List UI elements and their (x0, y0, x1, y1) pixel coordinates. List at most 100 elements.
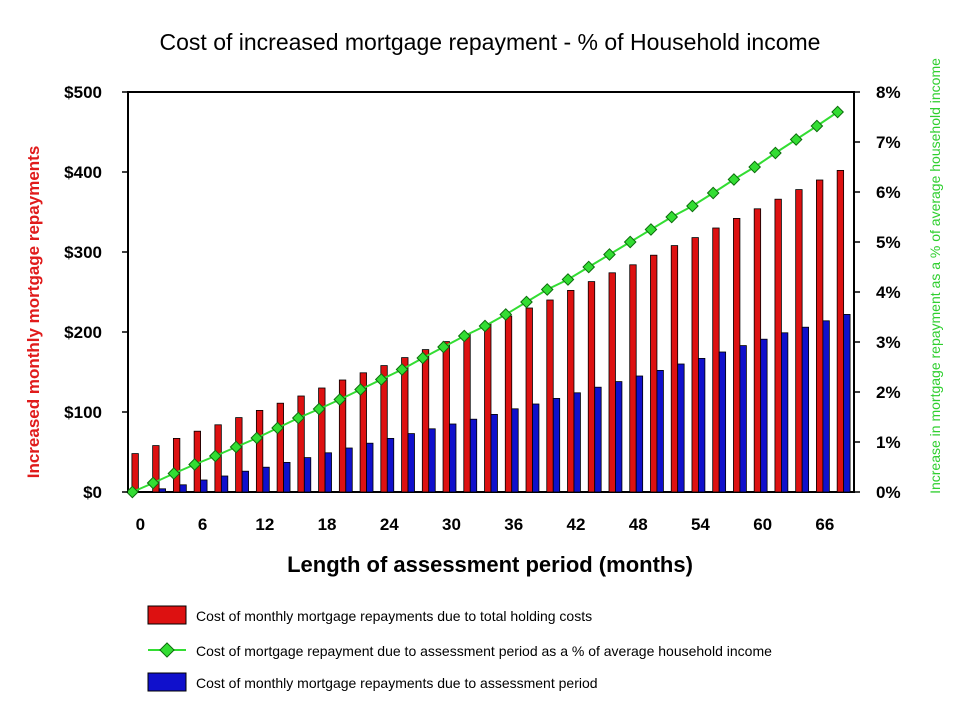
y-left-tick-label: $200 (64, 323, 102, 342)
marker-percent (312, 402, 326, 416)
bar-total-holding (836, 169, 845, 493)
marker-percent (208, 449, 222, 463)
y-right-tick-label: 8% (876, 83, 901, 102)
bar-total-holding (525, 307, 533, 493)
bar-total-holding (172, 437, 181, 493)
legend-swatch-red (147, 605, 187, 625)
bar-total-holding (670, 245, 679, 493)
bar-assessment (698, 357, 706, 493)
bar-assessment (656, 369, 664, 493)
series-assessment-bars (158, 313, 851, 493)
marker-percent (540, 283, 554, 296)
x-axis-label: Length of assessment period (months) (287, 552, 693, 577)
bar-assessment (739, 345, 747, 493)
bar-total-holding (733, 217, 741, 493)
marker-percent (395, 363, 409, 376)
marker-percent (126, 485, 139, 499)
bar-assessment (490, 413, 498, 493)
x-tick-label: 0 (136, 515, 145, 534)
y-right-tick-label: 5% (876, 233, 901, 252)
bar-total-holding (463, 333, 471, 493)
bar-assessment (594, 386, 602, 493)
bar-total-holding (235, 417, 243, 493)
bar-assessment (469, 418, 478, 493)
bar-assessment (843, 313, 851, 493)
marker-percent (582, 260, 596, 274)
bar-assessment (200, 479, 208, 493)
marker-percent (769, 146, 782, 160)
bar-total-holding (297, 395, 305, 493)
marker-percent (644, 223, 658, 236)
bar-total-holding (774, 198, 782, 493)
y-right-axis-label: Increase in mortgage repayment as a % of… (927, 58, 943, 494)
y-right-tick-label: 7% (876, 133, 901, 152)
x-tick-label: 12 (255, 515, 274, 534)
bar-total-holding (712, 227, 720, 493)
marker-percent (271, 421, 284, 435)
marker-percent (457, 329, 471, 343)
bar-total-holding (359, 372, 367, 493)
legend-label-red: Cost of monthly mortgage repayments due … (196, 608, 592, 624)
marker-percent (603, 248, 616, 261)
bar-total-holding (318, 387, 326, 493)
marker-percent (810, 119, 824, 133)
bar-assessment (158, 488, 166, 493)
y-right-tick-label: 6% (876, 183, 901, 202)
bar-assessment (220, 475, 229, 493)
legend-marker-green (159, 642, 175, 658)
bar-assessment (677, 363, 685, 493)
legend-swatch-blue (147, 672, 187, 692)
bar-assessment (386, 437, 395, 493)
bar-assessment (511, 408, 519, 493)
bar-assessment (615, 381, 623, 493)
bar-total-holding (442, 341, 450, 493)
bar-assessment (283, 461, 291, 493)
x-axis: 0 6 12 18 24 30 36 42 48 54 60 66 (136, 515, 835, 534)
marker-percent (789, 133, 803, 146)
marker-percent (665, 210, 679, 224)
bar-total-holding (546, 299, 554, 493)
bar-total-holding (504, 315, 513, 493)
legend-label-blue: Cost of monthly mortgage repayments due … (196, 675, 598, 691)
bar-total-holding (421, 349, 430, 493)
bar-assessment (345, 447, 353, 493)
marker-percent (146, 476, 160, 490)
marker-percent (706, 186, 720, 200)
x-tick-label: 36 (504, 515, 523, 534)
y-left-tick-label: $300 (64, 243, 102, 262)
bar-total-holding (691, 237, 699, 493)
x-tick-label: 18 (318, 515, 337, 534)
bar-total-holding (276, 402, 284, 493)
bar-assessment (407, 433, 415, 493)
marker-percent (354, 383, 367, 396)
bar-total-holding (567, 289, 575, 493)
bar-assessment (366, 442, 374, 493)
marker-percent (831, 105, 844, 119)
marker-percent (291, 411, 305, 425)
bar-total-holding (816, 179, 824, 493)
marker-percent (229, 440, 243, 454)
bar-assessment (303, 457, 312, 493)
chart-title: Cost of increased mortgage repayment - %… (160, 29, 821, 55)
bar-assessment (241, 470, 249, 493)
y-left-axis-label: Increased monthly mortgage repayments (24, 146, 43, 479)
bar-total-holding (587, 281, 596, 493)
x-tick-label: 42 (567, 515, 586, 534)
bar-assessment (801, 326, 810, 493)
marker-percent (520, 295, 533, 309)
bar-assessment (635, 375, 644, 493)
marker-percent (250, 431, 264, 445)
bar-assessment (532, 403, 540, 493)
marker-percent (374, 373, 388, 386)
legend: Cost of monthly mortgage repayments due … (147, 605, 772, 692)
x-tick-label: 30 (442, 515, 461, 534)
bar-total-holding (608, 272, 616, 493)
bar-total-holding (380, 365, 388, 493)
marker-percent (416, 351, 430, 365)
bar-total-holding (629, 264, 637, 493)
marker-percent (167, 467, 181, 480)
marker-percent (499, 308, 513, 321)
y-right-tick-label: 3% (876, 333, 901, 352)
bar-assessment (573, 392, 581, 493)
y-right-axis: 0% 1% 2% 3% 4% 5% 6% 7% 8% (854, 83, 901, 502)
